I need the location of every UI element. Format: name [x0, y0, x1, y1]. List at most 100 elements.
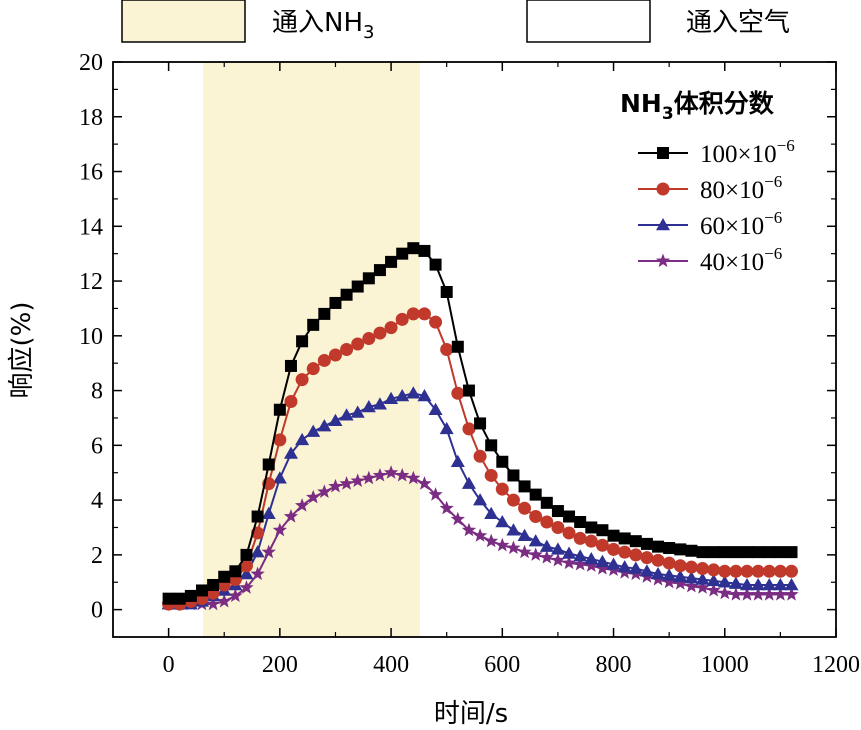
data-point	[295, 373, 309, 387]
data-point	[563, 510, 576, 523]
data-point	[484, 506, 499, 520]
data-point	[629, 548, 643, 562]
data-point	[395, 312, 409, 326]
data-point	[217, 593, 232, 608]
data-point	[396, 247, 409, 260]
data-point	[406, 470, 421, 485]
data-point	[717, 575, 732, 588]
data-point	[173, 592, 186, 605]
x-tick-label: 1200	[812, 652, 860, 678]
data-point	[428, 402, 443, 415]
data-point	[740, 577, 755, 591]
data-point	[562, 526, 576, 540]
y-tick-label: 18	[79, 105, 103, 131]
legend-label: 40×10−6	[700, 244, 782, 276]
data-point	[250, 545, 265, 558]
legend-marker	[655, 253, 671, 268]
axes: 0 200 400 600 800 1000 1200 0 2 4 6 8 10 12 14 16 18 20	[79, 50, 860, 678]
data-point	[574, 516, 587, 528]
data-point	[385, 255, 398, 268]
data-point	[518, 501, 532, 515]
data-point	[584, 558, 599, 572]
data-point	[351, 280, 364, 293]
data-point	[573, 549, 588, 562]
data-point	[439, 500, 454, 515]
data-point	[284, 359, 297, 372]
data-point	[495, 515, 510, 528]
x-tick-label: 1000	[701, 652, 749, 678]
data-point	[440, 343, 454, 356]
data-point	[451, 340, 464, 353]
data-point	[551, 520, 565, 534]
data-point	[518, 480, 531, 493]
data-point	[684, 571, 699, 584]
data-point	[484, 468, 498, 482]
data-point	[618, 545, 632, 559]
data-point	[350, 405, 365, 418]
data-point	[472, 528, 488, 542]
data-point	[584, 551, 599, 565]
data-point	[684, 560, 698, 574]
data-point	[317, 484, 332, 498]
series-1	[162, 307, 799, 611]
data-point	[373, 326, 387, 340]
data-point	[306, 424, 321, 437]
data-point	[784, 577, 799, 591]
data-point	[528, 534, 543, 547]
data-point	[461, 476, 476, 489]
data-point	[762, 577, 777, 591]
data-point	[607, 542, 621, 556]
data-point	[306, 489, 321, 504]
legend-label: 80×10−6	[700, 172, 782, 204]
data-point	[361, 400, 376, 413]
data-point	[362, 332, 376, 346]
data-point	[440, 286, 453, 298]
data-point	[529, 510, 543, 524]
data-point	[695, 572, 710, 585]
y-tick-label: 2	[91, 543, 103, 569]
data-point	[728, 576, 743, 589]
data-point	[272, 471, 287, 484]
data-point	[751, 577, 766, 591]
data-point	[418, 244, 431, 257]
data-point	[773, 587, 788, 601]
data-point	[673, 559, 687, 573]
data-point	[784, 587, 799, 601]
y-tick-label: 16	[79, 160, 103, 186]
data-point	[496, 455, 509, 468]
data-point	[696, 546, 709, 559]
data-point	[473, 449, 487, 463]
ammonia-phase-swatch	[121, 0, 246, 43]
data-point	[673, 569, 688, 583]
data-point	[507, 469, 520, 482]
data-point	[351, 337, 365, 351]
data-point	[674, 543, 687, 556]
data-point	[451, 386, 465, 400]
data-point	[562, 546, 577, 559]
data-point	[295, 432, 310, 446]
data-point	[617, 560, 632, 573]
data-point	[395, 467, 410, 482]
data-point	[595, 561, 610, 575]
data-point	[640, 551, 654, 565]
data-point	[195, 584, 208, 597]
data-point	[484, 533, 499, 548]
data-point	[273, 403, 286, 416]
data-point	[762, 587, 777, 601]
data-point	[495, 537, 510, 552]
data-point	[718, 564, 732, 578]
data-point	[596, 524, 609, 537]
legend-marker	[656, 218, 670, 231]
x-tick-label: 400	[373, 652, 409, 678]
data-point	[773, 577, 788, 591]
data-point	[450, 454, 465, 468]
data-point	[662, 556, 676, 570]
data-point	[651, 553, 665, 567]
data-point	[585, 521, 598, 534]
series-layer	[161, 242, 799, 611]
data-point	[773, 564, 787, 578]
data-point	[372, 397, 387, 410]
data-point	[473, 493, 488, 506]
data-point	[785, 564, 799, 578]
legend-marker	[657, 147, 669, 159]
